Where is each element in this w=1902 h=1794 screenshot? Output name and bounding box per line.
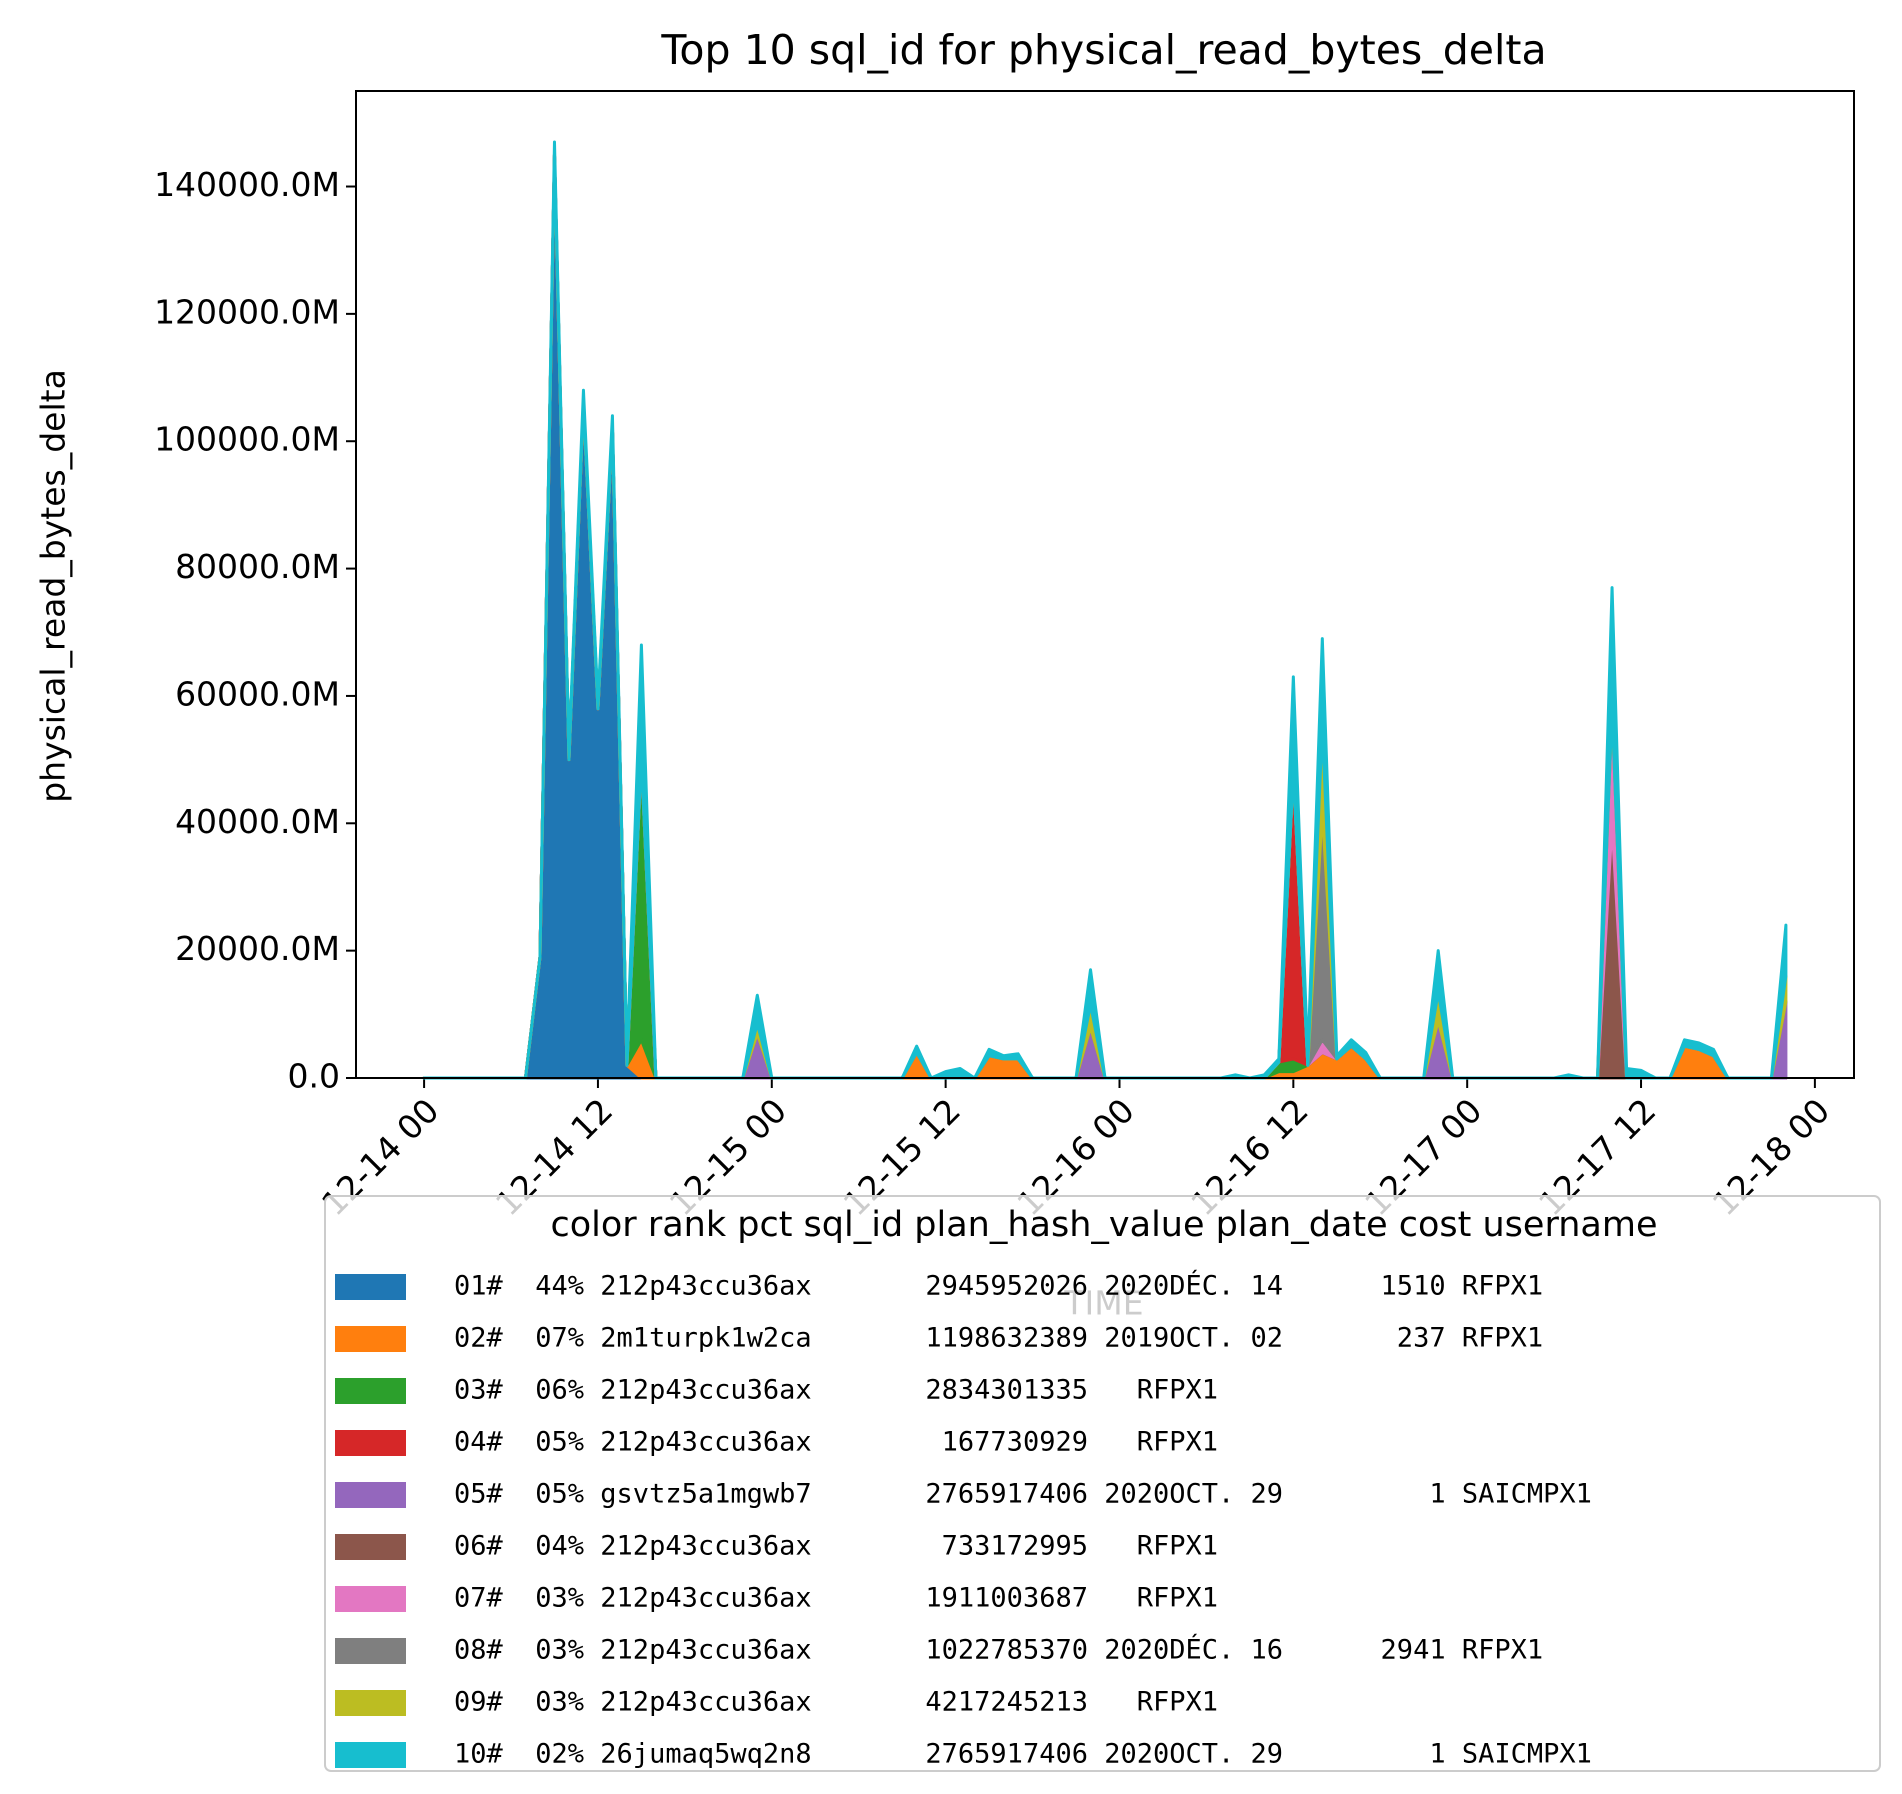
- y-tick-label: 80000.0M: [175, 547, 340, 586]
- legend-label: 08# 03% 212p43ccu36ax 1022785370 2020DÉC…: [454, 1634, 1543, 1666]
- y-tick-label: 40000.0M: [175, 802, 340, 841]
- legend-box: [324, 1195, 1881, 1772]
- y-tick-label: 100000.0M: [154, 420, 340, 459]
- legend-label: 10# 02% 26jumaq5wq2n8 2765917406 2020OCT…: [454, 1739, 1592, 1770]
- legend-title: color rank pct sql_id plan_hash_value pl…: [551, 1205, 1658, 1245]
- legend-swatch: [335, 1638, 406, 1664]
- legend-swatch: [335, 1378, 406, 1404]
- plot-frame: [355, 90, 1855, 1079]
- y-tick-label: 60000.0M: [175, 674, 340, 713]
- legend-label: 06# 04% 212p43ccu36ax 733172995 RFPX1: [454, 1531, 1218, 1562]
- legend: color rank pct sql_id plan_hash_value pl…: [324, 1195, 1881, 1772]
- y-tick-label: 140000.0M: [154, 165, 340, 204]
- y-tick-label: 0.0: [288, 1057, 340, 1096]
- legend-label: 03# 06% 212p43ccu36ax 2834301335 RFPX1: [454, 1375, 1218, 1406]
- legend-label: 07# 03% 212p43ccu36ax 1911003687 RFPX1: [454, 1583, 1218, 1614]
- legend-swatch: [335, 1586, 406, 1612]
- legend-label: 09# 03% 212p43ccu36ax 4217245213 RFPX1: [454, 1687, 1218, 1718]
- legend-swatch: [335, 1690, 406, 1716]
- chart-title: Top 10 sql_id for physical_read_bytes_de…: [660, 26, 1546, 74]
- legend-swatch: [335, 1534, 406, 1560]
- legend-label: 02# 07% 2m1turpk1w2ca 1198632389 2019OCT…: [454, 1323, 1543, 1354]
- y-tick-label: 20000.0M: [175, 929, 340, 968]
- y-axis-label: physical_read_bytes_delta: [34, 369, 73, 803]
- legend-label: 05# 05% gsvtz5a1mgwb7 2765917406 2020OCT…: [454, 1479, 1592, 1510]
- legend-swatch: [335, 1482, 406, 1508]
- y-tick-label: 120000.0M: [154, 292, 340, 331]
- legend-swatch: [335, 1430, 406, 1456]
- legend-swatch: [335, 1274, 406, 1300]
- legend-swatch: [335, 1742, 406, 1768]
- legend-swatch: [335, 1326, 406, 1352]
- legend-label: 04# 05% 212p43ccu36ax 167730929 RFPX1: [454, 1427, 1218, 1458]
- legend-label: 01# 44% 212p43ccu36ax 2945952026 2020DÉC…: [454, 1270, 1543, 1302]
